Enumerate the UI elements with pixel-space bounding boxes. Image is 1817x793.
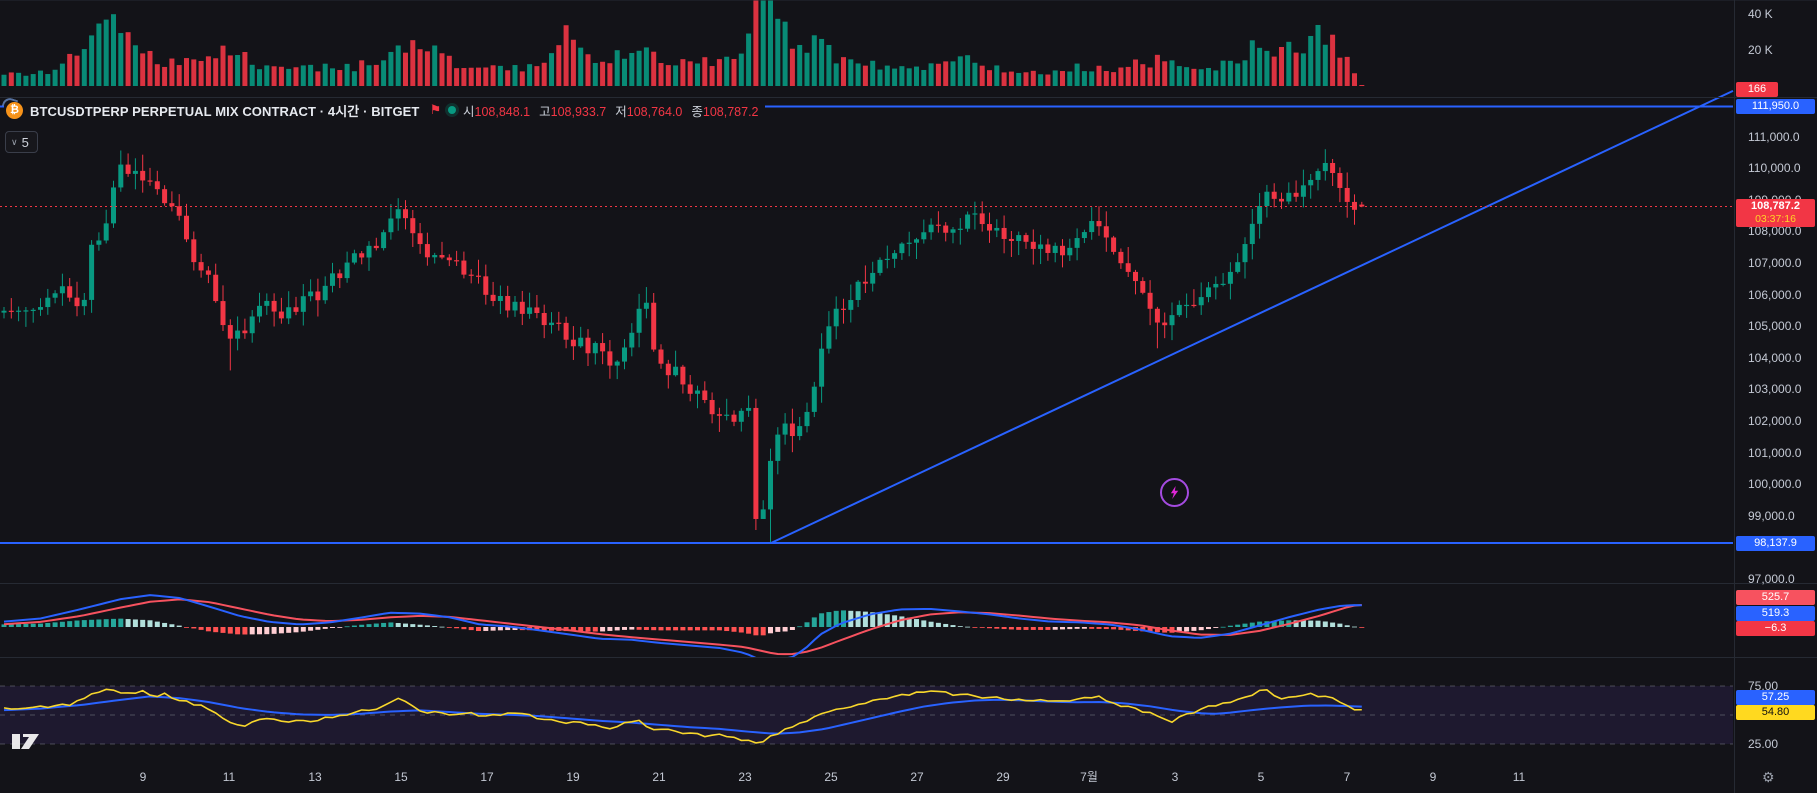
high-value: 108,933.7: [550, 104, 607, 119]
price-scale-label: 107,000.0: [1748, 256, 1802, 270]
trendline-drawing: [770, 89, 1734, 544]
macd-signal-line: [3, 598, 1362, 656]
indicator-collapse-button[interactable]: ∨ 5: [5, 131, 38, 153]
time-axis-label: 7월: [1080, 770, 1098, 784]
macd-histogram-badge: −6.3: [1736, 620, 1815, 636]
macd-signal-badge: 525.7: [1736, 590, 1815, 605]
price-scale-label: 99,000.0: [1748, 509, 1795, 523]
time-axis-label: 7: [1344, 770, 1351, 784]
time-axis-label: 9: [1430, 770, 1437, 784]
high-label: 고: [539, 104, 551, 119]
price-scale-label: 111,000.0: [1748, 130, 1800, 144]
time-axis-label: 29: [996, 770, 1010, 784]
close-label: 종: [691, 104, 703, 119]
last-price-badge: 108,787.2 03:37:16: [1736, 199, 1815, 227]
open-label: 시: [463, 104, 475, 119]
rsi-value-badge: 54.80: [1736, 704, 1815, 720]
price-scale-label: 106,000.0: [1748, 288, 1802, 302]
rsi-ma-line: [3, 695, 1362, 735]
main-pane[interactable]: [1, 149, 1365, 543]
time-axis-label: 23: [738, 770, 752, 784]
time-axis-label: 11: [1513, 770, 1526, 784]
time-axis-label: 13: [308, 770, 322, 784]
macd-pane[interactable]: [1, 594, 1365, 660]
volume-value-badge: 166: [1736, 82, 1778, 97]
time-axis-label: 19: [566, 770, 580, 784]
bar-countdown: 03:37:16: [1755, 213, 1796, 225]
time-axis[interactable]: 9 11 13 15 17 19 21 23 25 27 29 7월 3 5 7 9 11: [140, 770, 1526, 784]
last-price-value: 108,787.2: [1751, 200, 1800, 212]
tradingview-logo[interactable]: [12, 734, 39, 749]
volume-pane[interactable]: [1, 0, 1365, 87]
time-axis-label: 5: [1258, 770, 1265, 784]
rsi-pane[interactable]: [0, 685, 1733, 745]
price-scale-label: 100,000.0: [1748, 477, 1802, 491]
time-axis-label: 17: [480, 770, 494, 784]
flag-icon[interactable]: ⚑: [429, 102, 442, 117]
time-axis-label: 21: [652, 770, 666, 784]
time-axis-label: 15: [394, 770, 408, 784]
rsi-line: [3, 688, 1362, 744]
price-scale-label: 97,000.0: [1748, 572, 1795, 586]
quick-trade-button[interactable]: [1160, 478, 1189, 507]
close-value: 108,787.2: [702, 104, 759, 119]
symbol-title[interactable]: BTCUSDTPERP PERPETUAL MIX CONTRACT · 4시간…: [30, 103, 420, 119]
volume-scale-label: 40 K: [1748, 7, 1773, 21]
chevron-down-icon: ∨: [11, 136, 18, 147]
macd-value-badge: 519.3: [1736, 605, 1815, 621]
rsi-ma-badge: 57.25: [1736, 690, 1815, 705]
rsi-scale-label: 75.00: [1748, 679, 1778, 693]
price-scale-label: 101,000.0: [1748, 446, 1802, 460]
rsi-lines: [3, 688, 1362, 744]
price-scale-label: 104,000.0: [1748, 351, 1802, 365]
price-scale-label: 102,000.0: [1748, 414, 1802, 428]
lower-trendline-price-badge: 98,137.9: [1736, 536, 1815, 551]
price-scale-label: 110,000.0: [1748, 161, 1801, 175]
macd-line: [3, 594, 1362, 657]
time-axis-label: 11: [223, 770, 236, 784]
time-axis-label: 9: [140, 770, 147, 784]
open-value: 108,848.1: [474, 104, 531, 119]
price-scale-label: 105,000.0: [1748, 319, 1802, 333]
market-status-icon: [448, 106, 456, 114]
time-axis-label: 3: [1172, 770, 1179, 784]
volume-scale-label: 20 K: [1748, 43, 1773, 57]
rsi-scale-label: 25.00: [1748, 737, 1778, 751]
upper-trendline-price-badge: 111,950.0: [1736, 99, 1815, 114]
symbol-legend[interactable]: ₿ BTCUSDTPERP PERPETUAL MIX CONTRACT · 4…: [4, 100, 451, 120]
price-scale-label: 108,000.0: [1748, 224, 1802, 238]
indicator-count: 5: [21, 134, 29, 150]
lightning-icon: [1170, 486, 1179, 499]
btc-symbol-icon: ₿: [6, 101, 23, 119]
time-axis-label: 27: [910, 770, 924, 784]
price-scale-label: 103,000.0: [1748, 382, 1802, 396]
settings-icon[interactable]: ⚙: [1762, 769, 1775, 785]
low-value: 108,764.0: [626, 104, 683, 119]
time-axis-label: 25: [824, 770, 838, 784]
low-label: 저: [615, 104, 627, 119]
ohlc-legend: 시108,848.1 고108,933.7 저108,764.0 종108,78…: [446, 100, 765, 120]
